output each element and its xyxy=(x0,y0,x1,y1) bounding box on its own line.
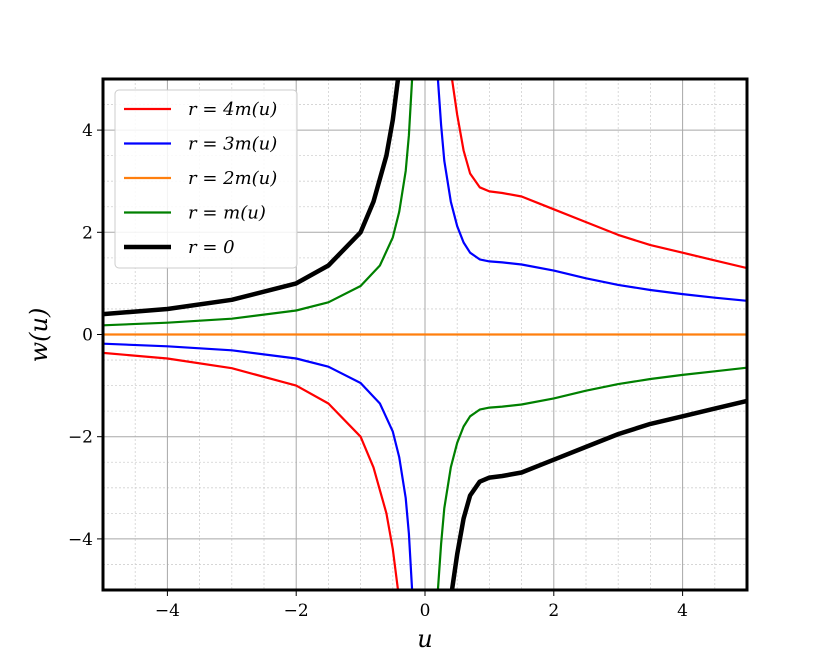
x-tick-label: 2 xyxy=(548,601,559,621)
x-tick-label: 0 xyxy=(420,601,431,621)
legend-label: r = m(u) xyxy=(188,203,266,224)
y-tick-label: −4 xyxy=(68,530,93,550)
series-line xyxy=(436,366,747,590)
series-line xyxy=(450,79,747,270)
series-r-0 xyxy=(103,79,747,590)
x-ticks: −4 −2 0 2 4 xyxy=(155,590,688,621)
y-ticks: −4 −2 0 2 4 xyxy=(68,121,103,550)
x-axis-label: u xyxy=(417,625,432,653)
legend-label: r = 3m(u) xyxy=(188,134,277,155)
y-tick-label: 4 xyxy=(82,121,93,141)
series-r-m-u xyxy=(103,79,747,590)
series-r-4m-u xyxy=(103,79,747,590)
series-layer xyxy=(103,79,747,590)
legend-label: r = 0 xyxy=(188,237,235,258)
y-tick-label: 0 xyxy=(82,326,93,346)
series-line xyxy=(449,398,747,590)
x-tick-label: −2 xyxy=(284,601,309,621)
y-axis-label: w(u) xyxy=(25,308,53,363)
series-line xyxy=(103,351,400,590)
series-r-3m-u xyxy=(103,79,747,590)
x-tick-label: 4 xyxy=(677,601,688,621)
legend-label: r = 2m(u) xyxy=(188,168,277,189)
series-line xyxy=(103,79,401,317)
legend-label: r = 4m(u) xyxy=(188,99,277,120)
series-line xyxy=(436,79,747,302)
legend: r = 4m(u) r = 3m(u) r = 2m(u) r = m(u) r = 0 xyxy=(114,89,298,269)
series-line xyxy=(103,342,414,590)
legend-box xyxy=(114,89,298,269)
y-tick-label: −2 xyxy=(68,428,93,448)
series-line xyxy=(103,79,414,327)
x-tick-label: −4 xyxy=(155,601,180,621)
y-tick-label: 2 xyxy=(82,223,93,243)
